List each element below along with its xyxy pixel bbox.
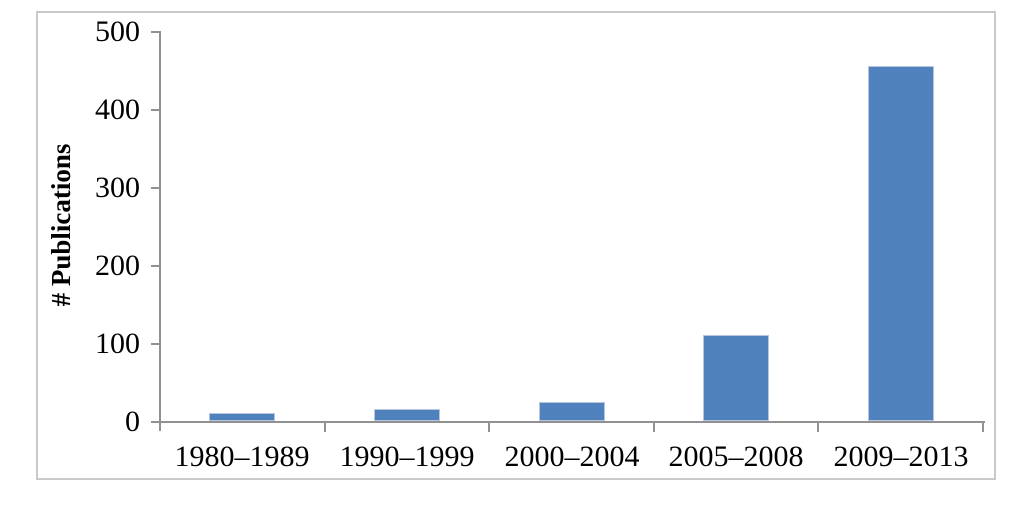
y-tick-label: 400 — [95, 93, 140, 126]
x-axis-tick — [653, 423, 655, 432]
y-axis-tick — [151, 343, 160, 345]
x-tick-label: 1990–1999 — [339, 440, 475, 473]
x-tick-label: 2000–2004 — [504, 440, 640, 473]
x-axis-line — [159, 421, 985, 423]
x-tick-label: 2005–2008 — [668, 440, 804, 473]
y-axis-tick — [151, 265, 160, 267]
y-axis-tick — [151, 109, 160, 111]
y-axis-tick — [151, 31, 160, 33]
chart-frame — [36, 11, 996, 480]
bar-2005-2008 — [703, 335, 769, 421]
x-axis-tick — [817, 423, 819, 432]
bar-2009-2013 — [868, 66, 934, 421]
x-axis-tick — [324, 423, 326, 432]
y-axis-tick — [151, 421, 160, 423]
y-tick-label: 200 — [95, 249, 140, 282]
y-axis-line — [159, 31, 161, 431]
y-tick-label: 500 — [95, 15, 140, 48]
y-tick-label: 300 — [95, 171, 140, 204]
bar-1990-1999 — [374, 409, 440, 421]
x-tick-label: 2009–2013 — [833, 440, 969, 473]
y-tick-label: 100 — [95, 327, 140, 360]
x-axis-tick — [982, 423, 984, 432]
bar-1980-1989 — [209, 413, 275, 421]
x-tick-label: 1980–1989 — [174, 440, 310, 473]
bar-2000-2004 — [539, 402, 605, 421]
x-axis-tick — [488, 423, 490, 432]
y-axis-tick — [151, 187, 160, 189]
y-tick-label: 0 — [125, 405, 140, 438]
